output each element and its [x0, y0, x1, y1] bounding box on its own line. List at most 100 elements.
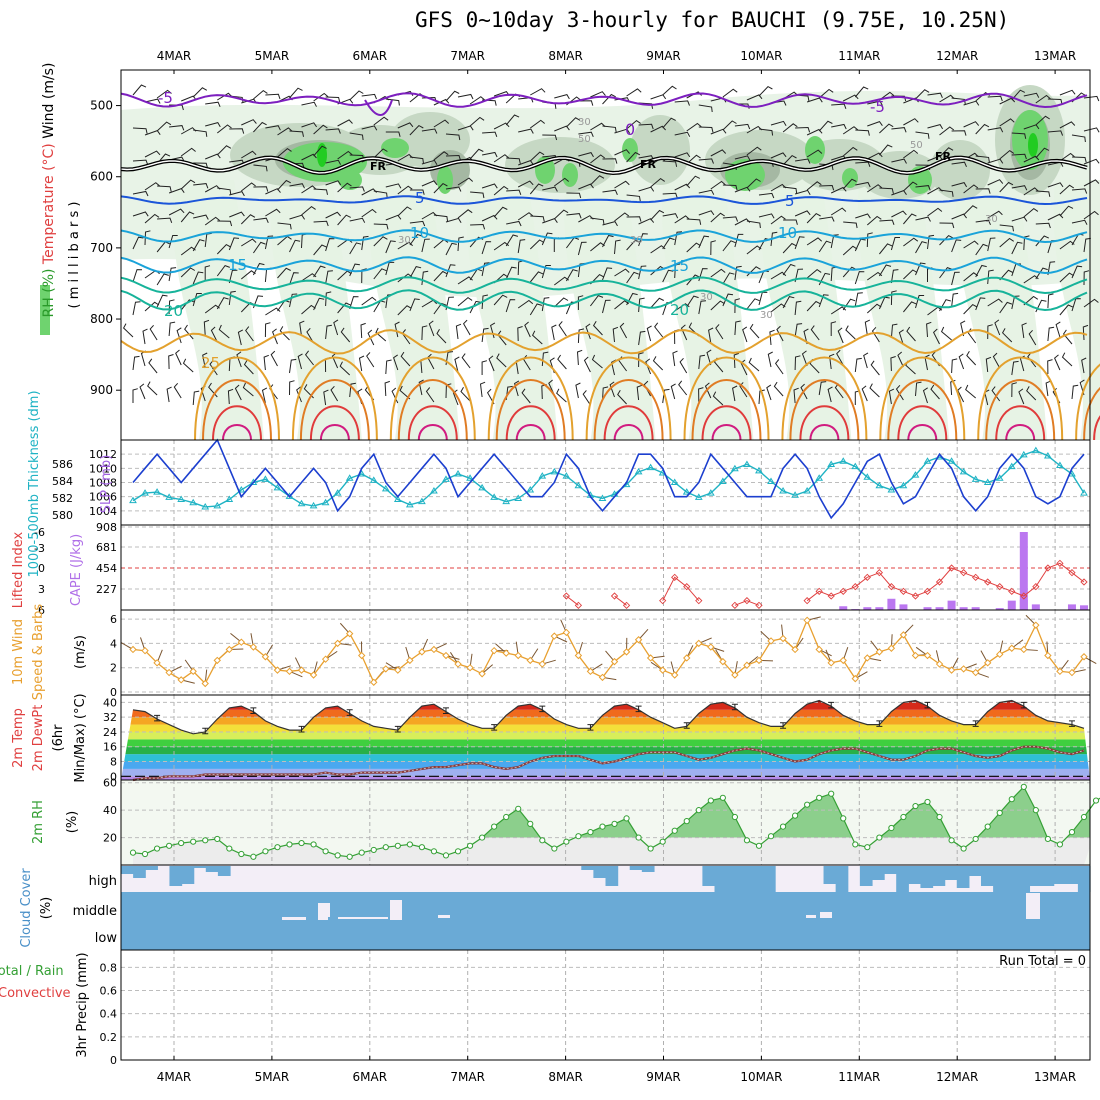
thickness-point	[1080, 489, 1088, 496]
wind-barb	[325, 211, 341, 219]
wind10m-point	[875, 648, 884, 656]
cloud-high-bar	[1053, 866, 1067, 884]
thickness-point	[345, 474, 354, 481]
wind-barb	[169, 125, 185, 131]
wind10m-point	[165, 668, 173, 677]
wind-barb	[939, 222, 955, 229]
wind-barb	[638, 233, 648, 247]
wind-barb	[837, 327, 844, 344]
wind-barb	[602, 267, 613, 281]
cloud-gap	[121, 866, 131, 892]
rh-patch-green	[842, 168, 858, 188]
wind-barb	[325, 270, 333, 285]
wind-barb	[349, 217, 366, 223]
cloud-mid-gap	[806, 915, 816, 918]
wind-barb	[577, 241, 587, 256]
wind-barb	[888, 388, 895, 405]
y-axis-label: 2m Temp	[11, 708, 26, 768]
wind-barb	[1047, 182, 1064, 188]
isotherm-label: 5	[785, 192, 795, 210]
wind-barb	[144, 230, 151, 246]
isotherm-label: 15	[670, 257, 689, 275]
wind-barb	[301, 304, 316, 315]
wind10m-point	[1032, 621, 1040, 629]
wind-barb	[217, 187, 232, 195]
rh-plume	[662, 180, 754, 440]
wind10m-point	[791, 645, 799, 654]
wind10m-point	[779, 634, 787, 643]
cape-bar	[923, 607, 932, 610]
wind-barb	[264, 235, 274, 250]
cloud-high-bar	[968, 866, 982, 876]
wind-barb	[367, 329, 375, 346]
wind-barb	[445, 296, 454, 311]
wind-barb	[180, 179, 196, 190]
wind10m-point	[201, 679, 209, 688]
rh2m-point	[454, 848, 462, 855]
wind-barb	[488, 355, 495, 372]
wind-barb	[1059, 205, 1074, 217]
minmax-bar	[346, 709, 353, 716]
wind-barb	[793, 387, 799, 404]
wind-barb	[758, 128, 774, 136]
wind-barb	[433, 182, 448, 194]
wind-barb	[204, 265, 211, 280]
wind-barb	[734, 265, 742, 281]
cloud-high-bar	[641, 866, 655, 872]
wind-barb	[871, 326, 880, 343]
isotherm-label: 10	[410, 224, 429, 242]
rh2m-point	[178, 839, 185, 847]
wind-barb	[517, 299, 534, 309]
rh-patch-bright	[1028, 133, 1038, 157]
rh-patch-green	[805, 136, 825, 164]
wind-barb	[205, 153, 221, 160]
wind-barb	[915, 262, 926, 276]
wind-barb	[1011, 89, 1026, 101]
wind-barb	[662, 85, 677, 96]
wind-barb	[951, 292, 959, 308]
wind-barb	[999, 237, 1014, 248]
wind-barb	[1061, 352, 1073, 367]
isotherm-line	[364, 99, 393, 116]
wind-barb	[1071, 384, 1079, 400]
wind10m-point	[827, 659, 835, 667]
wind-barb	[829, 353, 835, 370]
y-tick-label-left: 586	[52, 458, 73, 471]
wind-barb	[602, 125, 617, 133]
thickness-point	[911, 471, 920, 478]
wind10m-point	[406, 656, 414, 665]
rh2m-point	[828, 790, 835, 797]
y-tick-label: 1012	[89, 448, 117, 461]
thickness-point	[273, 483, 282, 491]
y-tick-label: 0.4	[100, 1008, 118, 1021]
wind-barb	[493, 206, 508, 218]
wind-barb	[939, 234, 954, 246]
wind-barb	[819, 216, 835, 222]
rh2m-point	[948, 837, 955, 844]
wind-barb	[927, 124, 944, 130]
isotherm-dome	[613, 424, 644, 441]
cloud-high-bar	[593, 866, 607, 878]
wind-barb	[626, 88, 642, 97]
wind-barb	[602, 386, 609, 402]
wind-barb	[806, 128, 823, 136]
wind-barb	[1011, 132, 1027, 139]
wind10m-point	[646, 654, 655, 662]
wind-barb	[992, 352, 1001, 369]
thickness-point	[694, 493, 703, 500]
wind-barb	[602, 299, 611, 314]
thickness-point	[393, 495, 402, 502]
wind-barb	[940, 326, 952, 341]
li-point	[755, 601, 763, 609]
wind-barb	[638, 265, 647, 280]
rh2m-point	[129, 849, 137, 856]
wind10m-point	[273, 666, 282, 674]
wind-barb	[565, 269, 578, 282]
wind-barb	[999, 181, 1014, 193]
wind-barb	[373, 148, 388, 159]
y-axis-label: 3hr Precip (mm)	[75, 952, 90, 1057]
wind-barb	[999, 118, 1015, 127]
wind-barb	[445, 133, 461, 141]
wind-barb	[531, 330, 543, 345]
wind-barb	[375, 327, 387, 342]
